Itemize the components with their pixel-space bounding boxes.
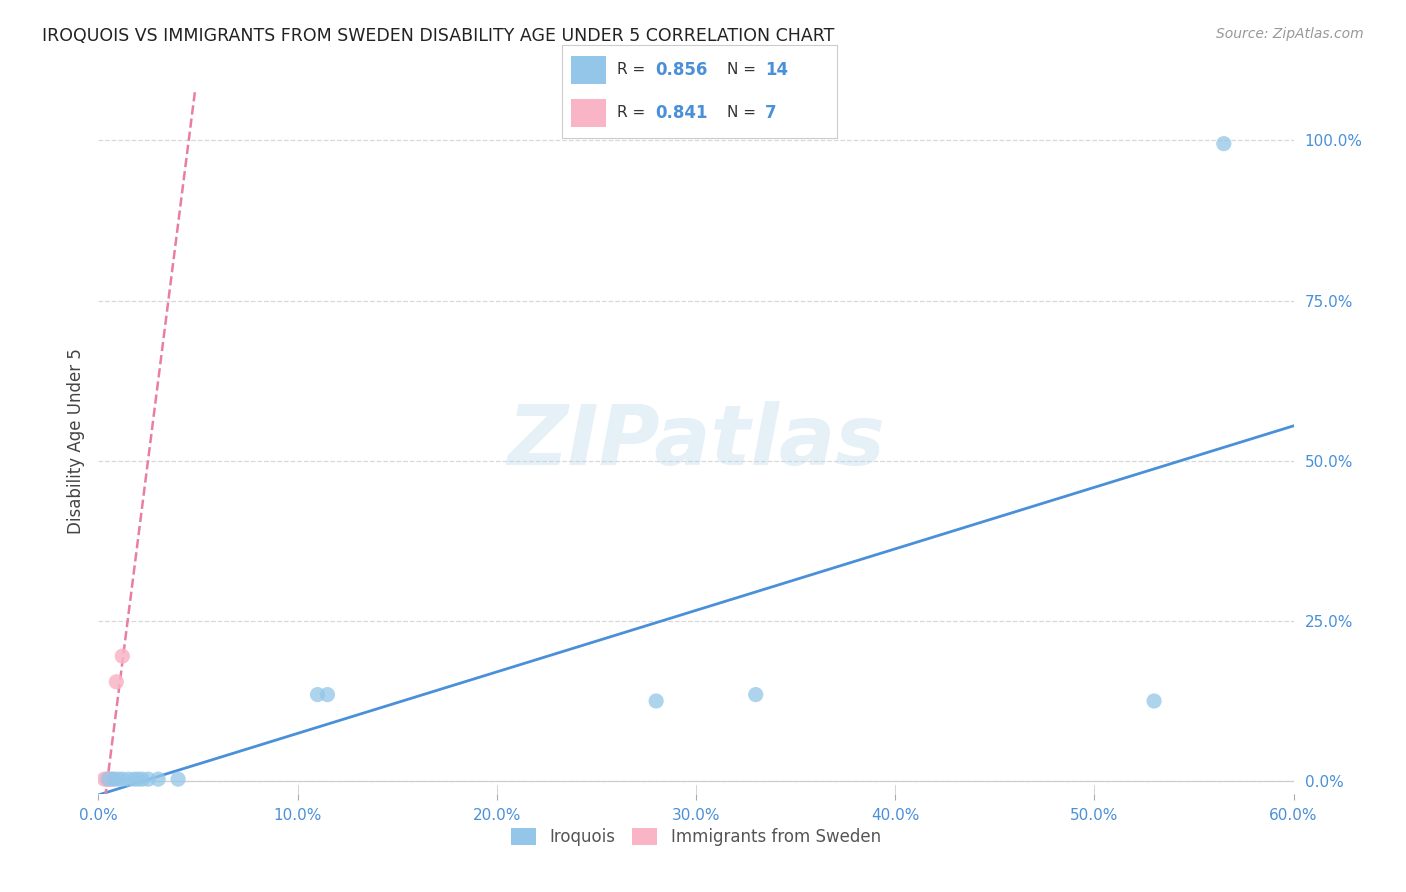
Point [124, 772, 146, 786]
Point [745, 688, 768, 702]
Point [96, 772, 118, 786]
Text: ZIPatlas: ZIPatlas [508, 401, 884, 482]
Point [1212, 136, 1234, 151]
Point [98, 772, 122, 786]
Bar [571, 99, 606, 127]
Point [316, 688, 339, 702]
Text: R =: R = [617, 105, 651, 120]
Text: N =: N = [727, 62, 761, 78]
Point [97, 772, 120, 786]
Text: R =: R = [617, 62, 651, 78]
Point [107, 772, 129, 786]
Y-axis label: Disability Age Under 5: Disability Age Under 5 [66, 349, 84, 534]
Point [167, 772, 190, 786]
Text: 0.856: 0.856 [655, 61, 709, 78]
Legend: Iroquois, Immigrants from Sweden: Iroquois, Immigrants from Sweden [505, 821, 887, 853]
Point [111, 649, 134, 664]
Text: 14: 14 [765, 61, 789, 78]
Point [127, 772, 149, 786]
Point [307, 688, 329, 702]
Text: N =: N = [727, 105, 761, 120]
Bar [571, 56, 606, 84]
Point [101, 772, 124, 786]
Point [136, 772, 159, 786]
Point [645, 694, 668, 708]
Point [1143, 694, 1166, 708]
Text: 7: 7 [765, 104, 778, 122]
Point [93, 772, 115, 786]
Text: 0.841: 0.841 [655, 104, 709, 122]
Point [148, 772, 170, 786]
Point [105, 674, 128, 689]
Text: Source: ZipAtlas.com: Source: ZipAtlas.com [1216, 27, 1364, 41]
Point [117, 772, 139, 786]
Point [97, 772, 120, 786]
Point [103, 772, 125, 786]
Point [131, 772, 153, 786]
Point [111, 772, 134, 786]
Text: IROQUOIS VS IMMIGRANTS FROM SWEDEN DISABILITY AGE UNDER 5 CORRELATION CHART: IROQUOIS VS IMMIGRANTS FROM SWEDEN DISAB… [42, 27, 835, 45]
